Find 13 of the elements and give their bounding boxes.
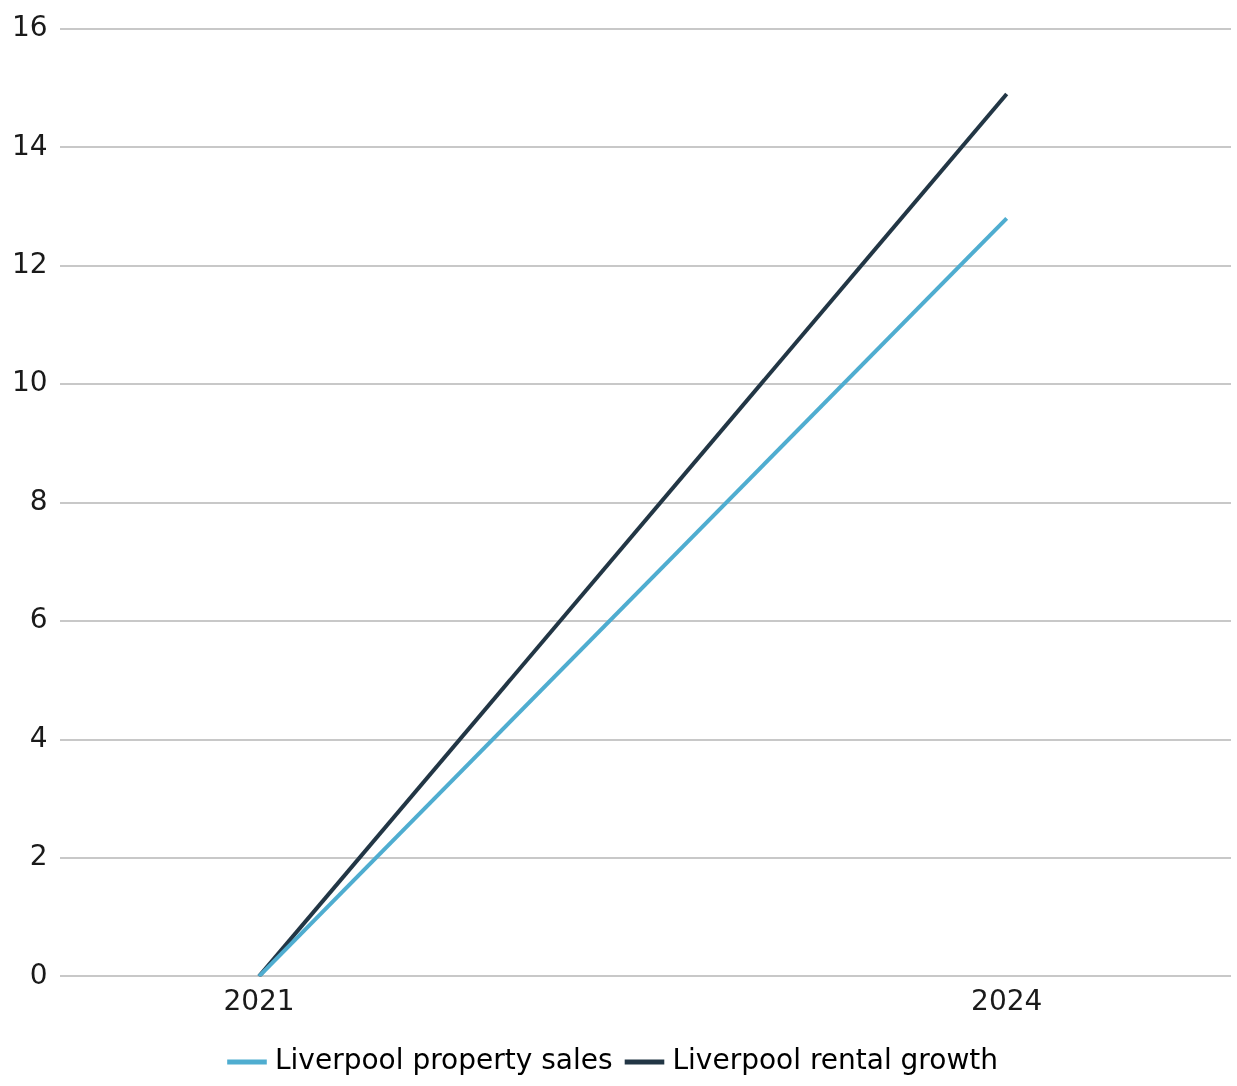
y-tick-label: 8: [29, 483, 48, 517]
y-tick-label: 4: [29, 720, 48, 754]
y-tick-label: 16: [11, 10, 48, 44]
y-tick-label: 0: [29, 957, 48, 991]
legend-label: Liverpool property sales: [274, 1043, 613, 1077]
legend-label: Liverpool rental growth: [672, 1043, 999, 1077]
x-tick-label: 2024: [971, 984, 1043, 1018]
y-tick-label: 10: [11, 365, 48, 399]
y-tick-label: 12: [11, 246, 48, 280]
y-tick-label: 2: [29, 839, 48, 873]
y-tick-label: 6: [29, 602, 48, 636]
x-tick-label: 2021: [223, 984, 295, 1018]
y-tick-label: 14: [11, 128, 48, 162]
